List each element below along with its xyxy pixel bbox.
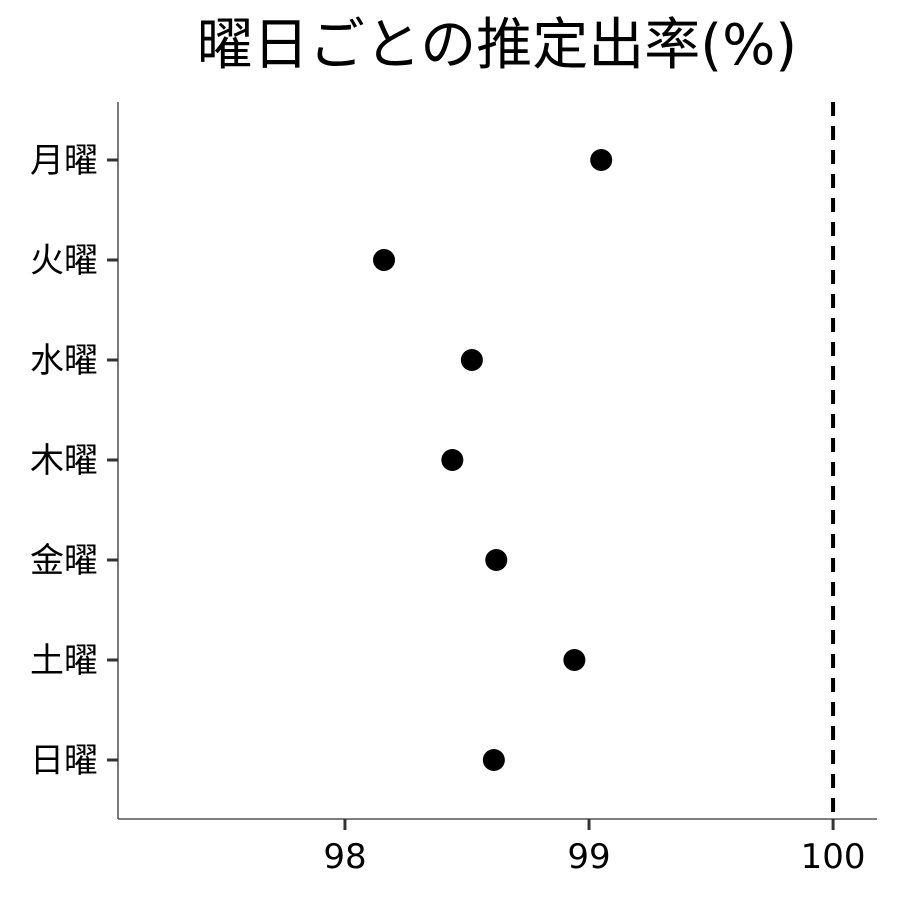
x-tick-label: 100	[801, 837, 866, 877]
y-tick-label: 月曜	[30, 141, 98, 181]
data-points	[373, 149, 613, 771]
data-point	[482, 749, 505, 771]
data-point	[590, 149, 613, 171]
y-tick-label: 木曜	[30, 441, 98, 481]
data-point	[460, 349, 483, 371]
data-point	[373, 249, 396, 271]
data-point	[485, 549, 508, 571]
data-point	[563, 649, 586, 671]
data-point	[441, 449, 464, 471]
x-axis-ticks: 98 99 100	[323, 819, 866, 877]
y-tick-label: 水曜	[30, 341, 98, 381]
y-tick-label: 火曜	[30, 241, 98, 281]
y-tick-label: 土曜	[30, 641, 98, 681]
y-tick-label: 日曜	[30, 741, 98, 781]
x-tick-label: 98	[323, 837, 366, 877]
y-tick-label: 金曜	[30, 541, 98, 581]
x-tick-label: 99	[567, 837, 610, 877]
chart-title: 曜日ごとの推定出率(%)	[197, 13, 797, 78]
